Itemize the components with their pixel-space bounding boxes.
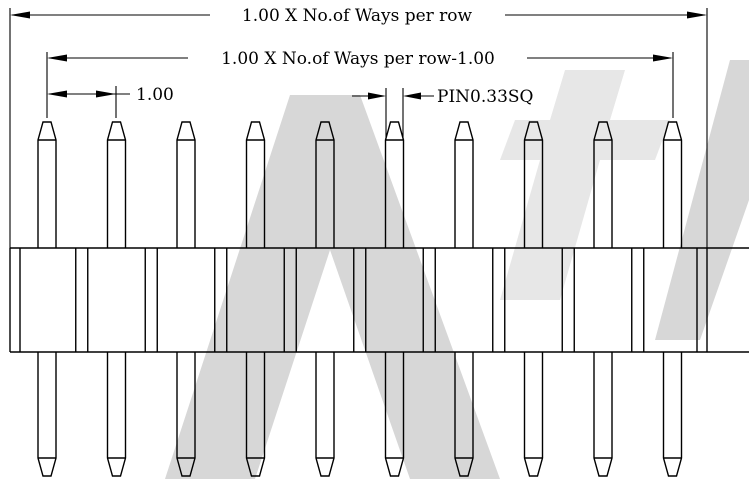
housing-segment-lines [75, 248, 645, 352]
pin [315, 121, 335, 477]
pitch-arrow-right [96, 90, 116, 98]
pitch-label: 1.00 [136, 85, 174, 105]
pin-upper [245, 121, 266, 248]
pin [37, 121, 57, 477]
pin-upper [37, 121, 57, 248]
pin-upper [384, 121, 405, 248]
pitch-arrow-left [47, 90, 67, 98]
pin-upper [176, 121, 196, 248]
pin-size-label: PIN0.33SQ [437, 87, 533, 107]
watermark-logo [165, 60, 749, 479]
watermark-letter-a [165, 95, 500, 479]
overall-width-label: 1.00 X No.of Ways per row [242, 6, 473, 26]
pin-lower [523, 352, 544, 477]
pin [523, 121, 544, 477]
watermark-letter-l [655, 60, 749, 340]
pitch-span-arrow-left [47, 54, 67, 62]
pin-lower [315, 352, 335, 477]
pin [454, 121, 474, 477]
pin-upper [662, 121, 683, 248]
pin-size-arrow-left [368, 92, 386, 100]
pin-row [37, 121, 683, 477]
pin [662, 121, 683, 477]
pin-lower [384, 352, 405, 477]
pin-lower [593, 352, 613, 477]
pin [593, 121, 613, 477]
pin-lower [245, 352, 266, 477]
pin-size-arrow-right [403, 92, 421, 100]
pin-lower [37, 352, 57, 477]
connector-housing [9, 247, 749, 353]
dimension-pitch: 1.00 [47, 85, 174, 118]
pin-upper [523, 121, 544, 248]
pin-upper [593, 121, 613, 248]
pin-upper [106, 121, 127, 248]
pin [176, 121, 196, 477]
pin-lower [176, 352, 196, 477]
dimension-pin-size: PIN0.33SQ [352, 87, 533, 140]
dimension-pitch-span: 1.00 X No.of Ways per row-1.00 [46, 49, 674, 118]
pin-lower [106, 352, 127, 477]
pin-lower [662, 352, 683, 477]
pin-upper [454, 121, 474, 248]
pin [245, 121, 266, 477]
pin [106, 121, 127, 477]
dimension-overall-width: 1.00 X No.of Ways per row [9, 6, 708, 248]
pitch-span-label: 1.00 X No.of Ways per row-1.00 [221, 49, 495, 69]
pin [384, 121, 405, 477]
arrowhead-left [10, 11, 30, 19]
pin-lower [454, 352, 474, 477]
pin-upper [315, 121, 335, 248]
arrowhead-right [687, 11, 707, 19]
pitch-span-arrow-right [653, 54, 673, 62]
